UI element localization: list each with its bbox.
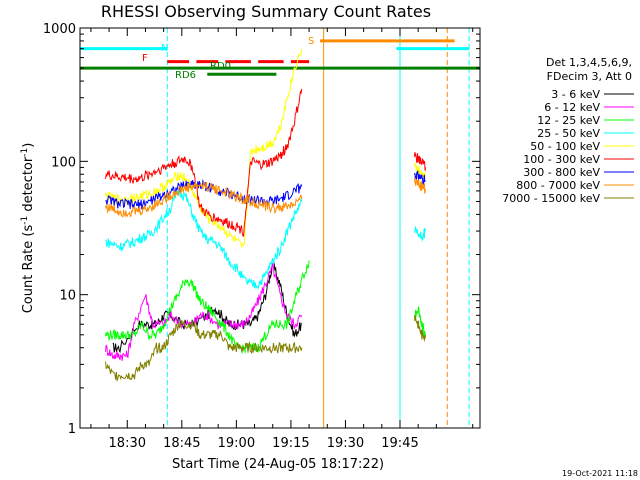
late-series-line-5: [414, 306, 426, 338]
series-line-8: [105, 319, 303, 383]
timestamp: 19-Oct-2021 11:18: [562, 469, 638, 478]
legend-label-5: 100 - 300 keV: [523, 153, 600, 166]
state-label-rd6: RD6: [175, 70, 196, 81]
y-axis-label-main: Count Rate (s: [21, 225, 36, 314]
state-label-rd0: RD0: [210, 61, 231, 72]
legend-header-2: FDecim 3, Att 0: [547, 70, 632, 83]
legend: Det 1,3,4,5,6,9, FDecim 3, Att 0 3 - 6 k…: [502, 56, 634, 205]
plot-area: [79, 28, 480, 428]
state-label-n: N: [161, 43, 168, 54]
chart-title: RHESSI Observing Summary Count Rates: [101, 2, 431, 21]
y-axis-label-end: ): [21, 143, 36, 148]
series-line-7: [105, 181, 303, 218]
series-line-3: [105, 188, 303, 291]
y-tick-labels: 1 10 100 1000: [43, 22, 76, 437]
x-tick-label-5: 19:45: [381, 436, 418, 451]
series-line-5: [105, 88, 303, 237]
legend-label-8: 7000 - 15000 keV: [502, 192, 600, 205]
state-label-s: S: [308, 36, 314, 47]
late-series-line-0: [414, 152, 426, 171]
x-tick-labels: 18:30 18:45 19:00 19:15 19:30 19:45: [109, 436, 419, 451]
x-tick-label-3: 19:15: [272, 436, 309, 451]
y-axis-label-sup2: -1: [20, 148, 30, 157]
series-line-0: [112, 261, 303, 354]
late-series-line-4: [414, 225, 426, 242]
y-tick-label-3: 1000: [43, 22, 76, 37]
state-bar-labels: N F S RD0 RD6: [142, 36, 314, 81]
series-line-1: [105, 263, 303, 361]
y-tick-label-0: 1: [68, 422, 76, 437]
y-axis-label: Count Rate (s-1 detector-1): [20, 143, 36, 314]
legend-label-4: 50 - 100 keV: [530, 140, 600, 153]
y-tick-label-2: 100: [51, 155, 76, 170]
y-axis-label-mid: detector: [21, 156, 36, 216]
legend-label-1: 6 - 12 keV: [544, 101, 600, 114]
x-tick-label-4: 19:30: [327, 436, 364, 451]
state-label-f: F: [142, 53, 148, 64]
legend-header-1: Det 1,3,4,5,6,9,: [546, 56, 632, 69]
series-line-2: [105, 260, 310, 354]
legend-label-6: 300 - 800 keV: [523, 166, 600, 179]
x-tick-label-1: 18:45: [163, 436, 200, 451]
y-tick-label-1: 10: [59, 289, 76, 304]
x-axis-label: Start Time (24-Aug-05 18:17:22): [172, 457, 384, 472]
y-axis-label-sup1: -1: [20, 216, 30, 225]
x-tick-label-2: 19:00: [218, 436, 255, 451]
legend-label-7: 800 - 7000 keV: [516, 179, 600, 192]
legend-label-3: 25 - 50 keV: [537, 127, 600, 140]
x-tick-label-0: 18:30: [109, 436, 146, 451]
legend-label-2: 12 - 25 keV: [537, 114, 600, 127]
late-series-line-3: [414, 177, 426, 194]
series-line-4: [105, 48, 303, 248]
late-series-line-6: [414, 315, 426, 342]
axes: [79, 27, 481, 429]
plot-frame: [79, 27, 481, 429]
legend-label-0: 3 - 6 keV: [551, 88, 600, 101]
